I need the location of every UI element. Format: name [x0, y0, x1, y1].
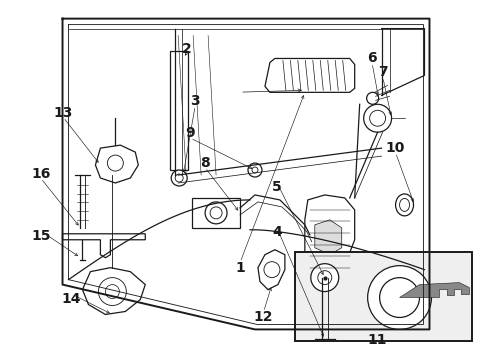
Circle shape: [311, 264, 339, 292]
Circle shape: [171, 170, 187, 186]
Ellipse shape: [395, 194, 414, 216]
Circle shape: [175, 174, 183, 182]
Text: 15: 15: [31, 229, 50, 243]
Polygon shape: [305, 195, 355, 278]
Text: 16: 16: [31, 167, 50, 181]
Circle shape: [368, 266, 432, 329]
Text: 12: 12: [254, 310, 273, 324]
Text: 14: 14: [62, 292, 81, 306]
Polygon shape: [399, 283, 469, 298]
Text: 9: 9: [185, 126, 195, 140]
Text: 10: 10: [386, 141, 405, 155]
Text: 13: 13: [53, 105, 73, 120]
Polygon shape: [258, 250, 285, 289]
Circle shape: [252, 167, 258, 173]
Circle shape: [364, 104, 392, 132]
Circle shape: [264, 262, 280, 278]
FancyBboxPatch shape: [295, 252, 472, 341]
Polygon shape: [265, 58, 355, 92]
Text: 4: 4: [272, 225, 282, 239]
FancyBboxPatch shape: [170, 50, 188, 170]
Circle shape: [248, 163, 262, 177]
Circle shape: [205, 202, 227, 224]
Polygon shape: [63, 234, 145, 258]
Circle shape: [318, 271, 332, 285]
Text: 6: 6: [367, 51, 377, 65]
Circle shape: [367, 92, 379, 104]
Text: 11: 11: [367, 333, 387, 347]
Ellipse shape: [399, 198, 410, 211]
Circle shape: [380, 278, 419, 318]
Circle shape: [98, 278, 126, 306]
Text: 8: 8: [200, 156, 210, 170]
Polygon shape: [96, 145, 138, 183]
Polygon shape: [82, 268, 145, 315]
FancyBboxPatch shape: [192, 198, 240, 228]
Circle shape: [210, 207, 222, 219]
Text: 1: 1: [235, 261, 245, 275]
Text: 3: 3: [190, 94, 200, 108]
Text: 5: 5: [272, 180, 282, 194]
Circle shape: [107, 155, 123, 171]
Text: 2: 2: [181, 42, 191, 56]
Circle shape: [105, 285, 120, 298]
Polygon shape: [315, 220, 342, 255]
Text: 7: 7: [378, 66, 388, 80]
Circle shape: [369, 110, 386, 126]
